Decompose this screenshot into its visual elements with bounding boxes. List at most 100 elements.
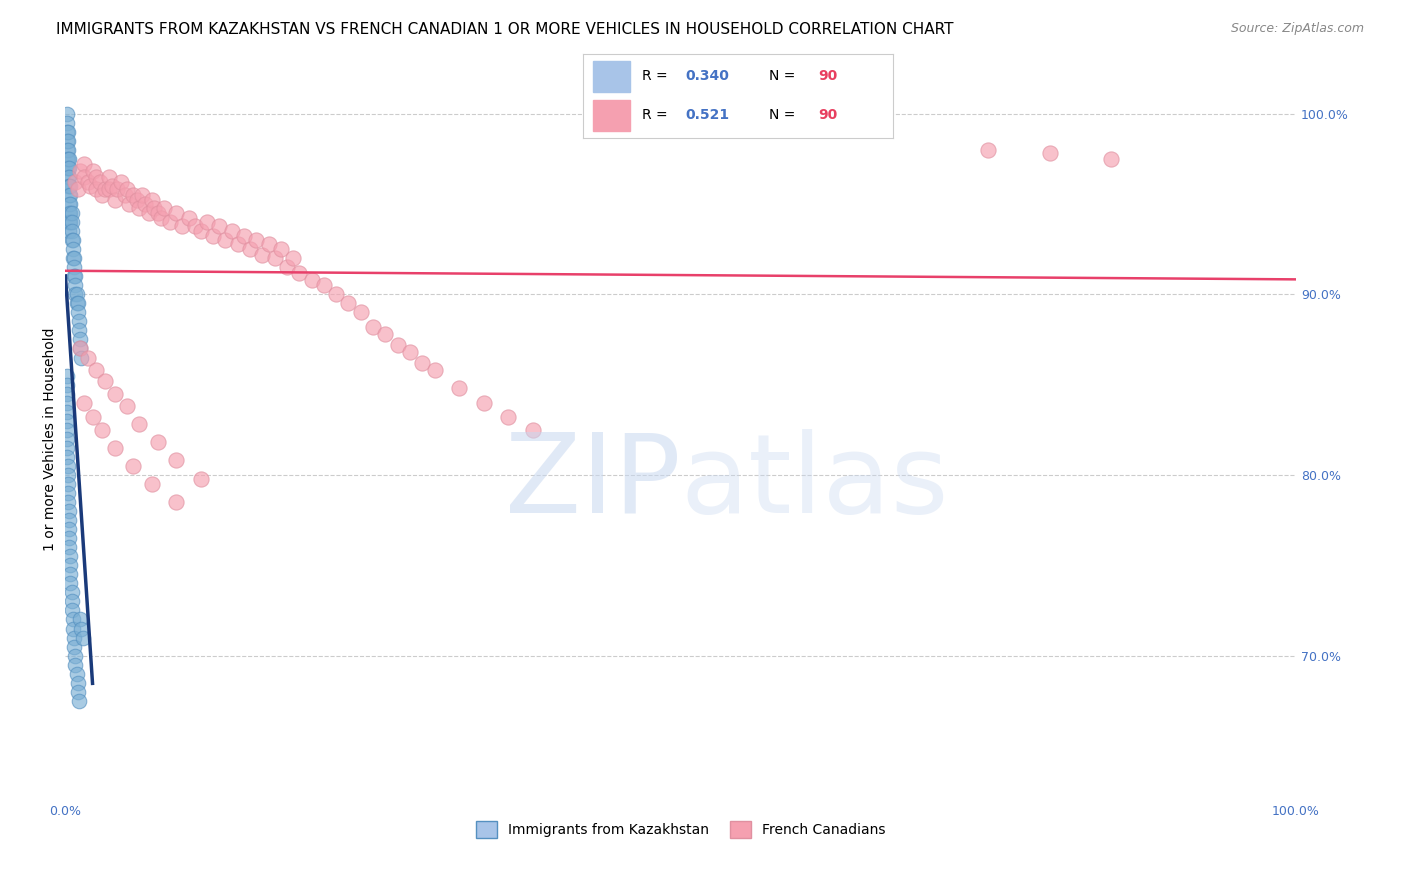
Point (70, 351, 93, 365)
Point (58, 531, 80, 545)
Point (82, 164, 104, 178)
Point (172, 219, 194, 233)
Point (165, 495, 187, 509)
Point (89, 175, 111, 189)
Point (56, 152, 79, 166)
Point (58, 504, 80, 518)
Point (59, 558, 82, 573)
Point (1101, 152, 1123, 166)
Point (63, 251, 86, 265)
Point (122, 458, 145, 473)
Point (59, 187, 82, 202)
Point (55, 423, 77, 437)
Point (76, 351, 98, 365)
Point (288, 266, 311, 280)
Point (58, 178, 80, 193)
Point (55, 395, 77, 409)
Point (138, 206, 160, 220)
Point (56, 477, 79, 491)
Point (276, 260, 298, 275)
Point (245, 233, 267, 247)
Point (214, 233, 236, 247)
Point (55, 106, 77, 120)
Point (101, 178, 124, 193)
Legend: Immigrants from Kazakhstan, French Canadians: Immigrants from Kazakhstan, French Canad… (471, 816, 891, 844)
Point (69, 333, 91, 347)
Point (63, 269, 86, 284)
Point (69, 342, 91, 356)
Point (337, 296, 360, 310)
Point (63, 631, 86, 645)
Point (522, 423, 544, 437)
Point (55, 125, 77, 139)
Point (128, 417, 150, 432)
Point (177, 211, 200, 226)
Point (66, 675, 89, 690)
Point (104, 386, 127, 401)
Text: N =: N = (769, 109, 800, 122)
Point (60, 206, 83, 220)
Point (128, 201, 150, 215)
Point (73, 157, 96, 171)
Point (60, 603, 83, 617)
Point (122, 187, 145, 202)
Point (58, 197, 80, 211)
Point (58, 169, 80, 184)
Point (131, 187, 153, 202)
Point (165, 206, 187, 220)
Point (399, 345, 422, 359)
Point (58, 513, 80, 527)
Point (55, 368, 77, 383)
Point (165, 453, 187, 467)
Point (281, 251, 304, 265)
Point (361, 319, 384, 334)
Text: R =: R = (643, 109, 672, 122)
Point (472, 395, 495, 409)
Point (498, 410, 520, 425)
Point (58, 224, 80, 238)
Point (56, 169, 79, 184)
Point (56, 125, 79, 139)
Point (65, 287, 87, 301)
Point (55, 386, 77, 401)
Point (59, 576, 82, 591)
Point (70, 622, 93, 636)
Text: IMMIGRANTS FROM KAZAKHSTAN VS FRENCH CANADIAN 1 OR MORE VEHICLES IN HOUSEHOLD CO: IMMIGRANTS FROM KAZAKHSTAN VS FRENCH CAN… (56, 22, 953, 37)
Point (115, 399, 138, 413)
Point (208, 219, 231, 233)
Point (159, 215, 181, 229)
Point (63, 640, 86, 654)
Point (56, 178, 79, 193)
Point (226, 236, 249, 251)
Point (58, 152, 80, 166)
Point (104, 194, 127, 208)
Point (66, 685, 89, 699)
Bar (593, 100, 630, 130)
Point (141, 477, 163, 491)
Bar (593, 62, 630, 92)
Point (56, 134, 79, 148)
Point (1039, 146, 1062, 161)
Point (82, 410, 104, 425)
Point (76, 175, 98, 189)
Point (65, 648, 87, 663)
Point (118, 197, 141, 211)
Point (84, 363, 107, 377)
Point (60, 233, 83, 247)
Point (97, 182, 120, 196)
Point (350, 305, 373, 319)
Text: 90: 90 (818, 109, 838, 122)
Point (84, 182, 107, 196)
Point (114, 187, 136, 202)
Point (183, 219, 205, 233)
Point (69, 164, 91, 178)
Point (65, 269, 87, 284)
Point (270, 242, 292, 256)
Point (56, 143, 79, 157)
Point (55, 432, 77, 446)
Point (153, 201, 176, 215)
Point (115, 182, 138, 196)
Point (190, 224, 212, 238)
Point (150, 211, 173, 226)
Point (59, 549, 82, 564)
